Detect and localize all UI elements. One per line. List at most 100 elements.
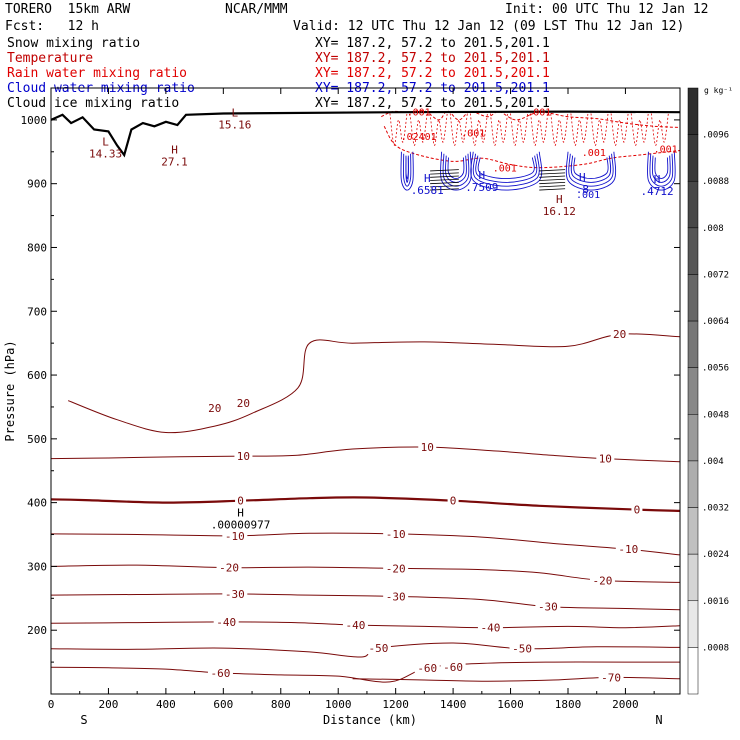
contour-label: 20: [613, 328, 626, 341]
extremum-marker: H: [556, 193, 563, 206]
cloud-water-contour: [475, 155, 538, 183]
x-tick-label: 1000: [325, 698, 352, 711]
valid-time: Valid: 12 UTC Thu 12 Jan 12 (09 LST Thu …: [293, 19, 685, 34]
snow-contour: [539, 185, 566, 188]
rain-contour: [469, 112, 488, 146]
contour-label-bg: [235, 494, 247, 507]
colorbar: .0096 .0088 .008 .0072 .0064 .0056 .0048 .004 .0…: [687, 87, 729, 695]
rain-contour: [389, 112, 408, 146]
contour-label-bg: [535, 600, 561, 613]
extremum-marker: L: [102, 135, 109, 148]
colorbar-label: .0096: [702, 131, 729, 141]
rain-contour: [610, 112, 629, 146]
colorbar-swatch: [687, 647, 699, 695]
snow-contour: [539, 188, 566, 191]
colorbar-swatch: [687, 553, 699, 602]
y-tick-label: 900: [27, 178, 47, 191]
contour-label: -60: [417, 662, 437, 675]
extremum-marker: H: [237, 507, 244, 520]
cloud-water-contour: [651, 155, 671, 183]
temperature-contour-minus-60: [50, 661, 680, 683]
temperature-contour-minus-70: [352, 676, 681, 682]
contour-label: 20: [237, 397, 250, 410]
cloud-water-contour: [649, 153, 674, 187]
x-tick-label: 1400: [440, 698, 467, 711]
contour-label-bg: [216, 561, 242, 574]
extremum-marker: H: [424, 172, 431, 185]
temperature-contour-minus-40: [50, 621, 681, 629]
rain-contour: [650, 112, 669, 146]
contour-label-bg: [631, 503, 643, 516]
rain-contour: [429, 112, 448, 146]
colorbar-swatch: [687, 274, 699, 322]
temperature-contour-minus-30: [50, 593, 681, 611]
colorbar-swatch: [687, 507, 699, 555]
contour-label-bg: [222, 529, 248, 542]
contour-label-bg: [615, 543, 641, 556]
snow-contour: [430, 185, 459, 188]
run-name: TORERO 15km ARW: [5, 2, 131, 17]
extremum-value: .6581: [411, 184, 444, 197]
contour-label-bg: [234, 397, 253, 410]
rain-contour: [550, 112, 569, 146]
rain-contour: [381, 110, 681, 128]
colorbar-label: .0064: [702, 317, 729, 327]
cloud-water-contour: [405, 157, 409, 180]
center-name: NCAR/MMM: [225, 2, 288, 17]
contour-label: -10: [386, 528, 406, 541]
contour-label-bg: [610, 328, 629, 341]
contour-label: -20: [219, 562, 239, 575]
cloud-water-contour: [477, 157, 535, 180]
contour-label: -30: [538, 601, 558, 614]
colorbar-swatch: [687, 87, 699, 135]
temperature-contour-10: [50, 446, 681, 463]
extremum-value: .7509: [465, 181, 498, 194]
rain-contour: [590, 112, 609, 146]
mixing-ratio-label: .001: [407, 108, 431, 119]
x-tick-label: 0: [48, 698, 55, 711]
contour-label-bg: [383, 590, 409, 603]
contour-label-bg: [234, 450, 253, 463]
contour-label-bg: [383, 562, 409, 575]
contour-label: -50: [512, 643, 532, 656]
extremum-value: 14.33: [89, 147, 122, 160]
y-tick-label: 200: [27, 624, 47, 637]
y-tick-label: 1000: [21, 114, 48, 127]
snow-contour: [539, 169, 566, 172]
temperature-contour-minus-20: [50, 564, 681, 583]
rain-contour: [530, 112, 549, 146]
forecast-hour: Fcst: 12 h: [5, 19, 99, 34]
colorbar-label: .008: [702, 224, 724, 234]
temperature-contour-minus-10: [50, 532, 681, 556]
x-tick-label: 2000: [612, 698, 639, 711]
y-tick-label: 300: [27, 560, 47, 573]
colorbar-swatch: [687, 320, 699, 368]
extremum-value: 16.12: [543, 205, 576, 218]
cloud-water-contour: [447, 157, 465, 180]
contour-label: 0: [634, 504, 641, 517]
contour-label-bg: [414, 661, 440, 674]
field-xy-snow: XY= 187.2, 57.2 to 201.5,201.1: [315, 36, 550, 51]
snow-contour: [539, 182, 566, 185]
cloud-water-contour: [565, 151, 617, 191]
cloud-water-contour: [470, 151, 543, 191]
rain-contour: [409, 112, 428, 146]
contour-label-bg: [418, 441, 437, 454]
mixing-ratio-label: .001: [654, 145, 678, 156]
extremum-marker: H: [654, 173, 661, 186]
contour-label: -70: [601, 671, 621, 684]
colorbar-label: .0048: [702, 410, 729, 420]
contour-label-bg: [440, 661, 466, 674]
snow-contour: [539, 175, 566, 178]
snow-contour: [430, 175, 459, 178]
colorbar-swatch: [687, 180, 699, 229]
colorbar-swatch: [687, 460, 699, 508]
x-axis-left-end: S: [80, 713, 87, 727]
x-axis-label: Distance (km): [323, 713, 417, 727]
colorbar-swatch: [687, 600, 699, 648]
contour-label: -20: [386, 562, 406, 575]
contour-label: -30: [386, 590, 406, 603]
colorbar-label: .0072: [702, 270, 729, 280]
rain-contour: [383, 126, 681, 169]
cloud-water-contour: [570, 155, 612, 183]
